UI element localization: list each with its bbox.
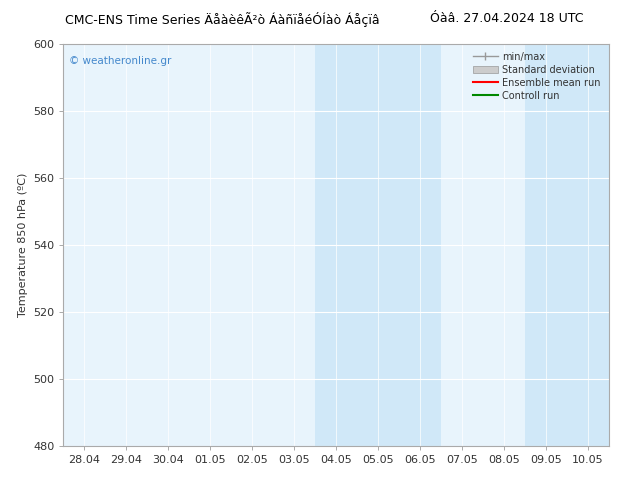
Text: Óàâ. 27.04.2024 18 UTC: Óàâ. 27.04.2024 18 UTC	[430, 12, 584, 25]
Bar	[399, 44, 441, 446]
Bar	[273, 44, 315, 446]
Bar	[189, 44, 231, 446]
Y-axis label: Temperature 850 hPa (ºC): Temperature 850 hPa (ºC)	[18, 173, 27, 317]
Bar	[147, 44, 189, 446]
Bar	[483, 44, 525, 446]
Bar	[63, 44, 105, 446]
Bar	[441, 44, 483, 446]
Legend: min/max, Standard deviation, Ensemble mean run, Controll run: min/max, Standard deviation, Ensemble me…	[470, 49, 604, 103]
Bar	[567, 44, 609, 446]
Bar	[525, 44, 567, 446]
Bar	[231, 44, 273, 446]
Bar	[357, 44, 399, 446]
Text: CMC-ENS Time Series ÄåàèêÃ²ò ÁàñïåéÓÍàò Áåçïâ: CMC-ENS Time Series ÄåàèêÃ²ò ÁàñïåéÓÍàò …	[65, 12, 379, 27]
Bar	[315, 44, 357, 446]
Text: © weatheronline.gr: © weatheronline.gr	[69, 56, 171, 66]
Bar	[105, 44, 147, 446]
